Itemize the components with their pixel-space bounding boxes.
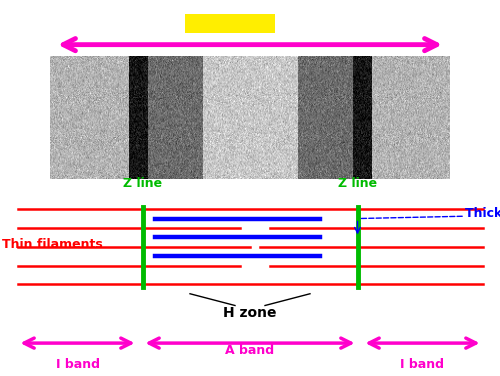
Text: Z line: Z line [123, 177, 162, 190]
Text: I band: I band [400, 358, 444, 371]
Text: A band: A band [226, 344, 274, 357]
Text: Thick filaments: Thick filaments [465, 207, 500, 220]
Text: H zone: H zone [223, 306, 277, 320]
Text: Thin filaments: Thin filaments [2, 238, 103, 251]
Text: Z line: Z line [338, 177, 377, 190]
Text: I band: I band [56, 358, 100, 371]
Bar [185, 14, 275, 33]
